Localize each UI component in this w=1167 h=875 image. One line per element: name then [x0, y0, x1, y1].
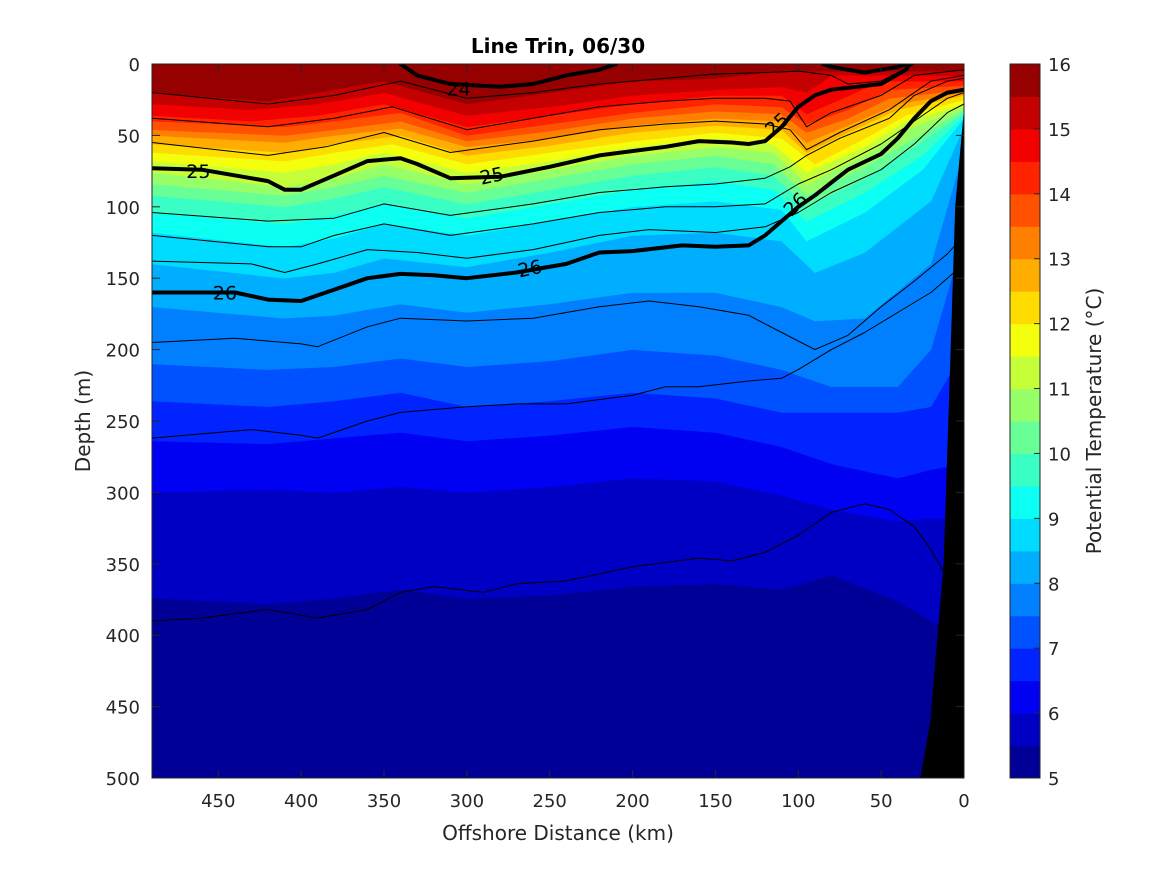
colorbar-swatch — [1010, 453, 1040, 487]
colorbar-swatch — [1010, 550, 1040, 584]
colorbar-swatch — [1010, 680, 1040, 714]
contour-label: 25 — [478, 163, 506, 190]
x-tick-label: 350 — [367, 791, 401, 812]
colorbar-swatch — [1010, 258, 1040, 292]
colorbar-tick-label: 16 — [1048, 55, 1071, 76]
colorbar-swatch — [1010, 193, 1040, 227]
colorbar-tick-label: 14 — [1048, 185, 1071, 206]
temperature-fill-layer — [152, 64, 964, 778]
density-contour — [152, 103, 964, 273]
density-contour-bold — [398, 64, 618, 89]
colorbar-tick-label: 9 — [1048, 509, 1059, 530]
density-contour-bold — [152, 87, 964, 303]
colorbar-frame — [1009, 63, 1041, 779]
colorbar-swatch — [1010, 356, 1040, 390]
colorbar-ticks: 5 6 7 8 9 10 11 12 13 14 15 16 — [1034, 55, 1071, 790]
density-contour — [152, 64, 915, 105]
colorbar-label: Potential Temperature (°C) — [1082, 288, 1106, 555]
y-tick-label: 150 — [106, 269, 140, 290]
colorbar-swatch — [1010, 485, 1040, 519]
colorbar-tick-label: 6 — [1048, 704, 1059, 725]
x-tick-label: 300 — [450, 791, 484, 812]
seafloor-bathymetry — [920, 64, 964, 778]
colorbar-tick-label: 12 — [1048, 315, 1071, 336]
y-tick-label: 350 — [106, 555, 140, 576]
colorbar-swatch — [1010, 323, 1040, 357]
colorbar-swatch — [1010, 161, 1040, 195]
colorbar-tick-label: 10 — [1048, 444, 1071, 465]
colorbar-swatch — [1010, 648, 1040, 682]
density-contour — [152, 77, 964, 222]
chart-title: Line Trin, 06/30 — [471, 34, 645, 58]
density-contour-bold — [152, 64, 912, 192]
colorbar-tick-label: 7 — [1048, 639, 1059, 660]
contour-label: 25 — [186, 161, 210, 183]
colorbar-swatch — [1010, 421, 1040, 454]
contour-label: 26 — [516, 256, 544, 283]
colorbar-tick-label: 5 — [1048, 769, 1059, 790]
density-contour — [152, 92, 964, 248]
density-contour — [152, 69, 964, 131]
x-tick-label: 150 — [698, 791, 732, 812]
density-contour-bold — [821, 64, 908, 75]
contour-label-group: 25 — [186, 161, 210, 183]
x-axis-label: Offshore Distance (km) — [442, 821, 674, 845]
density-contour — [152, 503, 964, 622]
y-tick-label: 450 — [106, 698, 140, 719]
contour-label-group: 26 — [516, 256, 544, 283]
y-tick-label: 500 — [106, 769, 140, 790]
colorbar-swatch — [1010, 226, 1040, 260]
x-tick-label: 100 — [781, 791, 815, 812]
colorbar-tick-label: 11 — [1048, 380, 1071, 401]
colorbar-tick-label: 13 — [1048, 250, 1071, 271]
x-axis-ticks: 450 400 350 300 250 200 150 100 50 0 — [201, 64, 970, 812]
colorbar-swatch — [1010, 518, 1040, 552]
y-tick-label: 300 — [106, 483, 140, 504]
y-tick-label: 200 — [106, 341, 140, 362]
y-tick-label: 0 — [129, 55, 140, 76]
x-tick-label: 250 — [533, 791, 567, 812]
y-tick-label: 400 — [106, 626, 140, 647]
colorbar-swatch — [1010, 713, 1040, 747]
y-axis-label: Depth (m) — [71, 370, 95, 472]
x-tick-label: 0 — [958, 791, 969, 812]
colorbar-swatch — [1010, 96, 1040, 130]
density-contour — [152, 234, 964, 351]
contour-label-group: 24 — [447, 78, 471, 100]
colorbar-swatch — [1010, 745, 1040, 779]
x-tick-label: 50 — [870, 791, 893, 812]
bathymetry-layer — [920, 64, 964, 778]
x-tick-label: 200 — [615, 791, 649, 812]
colorbar-swatch — [1010, 128, 1040, 162]
contour-label-group: 25 — [478, 163, 506, 190]
colorbar-swatch — [1010, 583, 1040, 617]
colorbar-tick-label: 15 — [1048, 120, 1071, 141]
y-tick-label: 100 — [106, 198, 140, 219]
y-axis-ticks: 0 50 100 150 200 250 300 350 400 450 500 — [106, 55, 964, 790]
y-tick-label: 250 — [106, 412, 140, 433]
x-tick-label: 450 — [201, 791, 235, 812]
contour-label: 26 — [213, 283, 237, 305]
density-contour — [152, 263, 964, 439]
colorbar-swatch — [1010, 64, 1040, 97]
x-tick-label: 400 — [284, 791, 318, 812]
colorbar-swatch — [1010, 615, 1040, 649]
colorbar-swatches — [1010, 64, 1040, 779]
colorbar-swatch — [1010, 291, 1040, 325]
colorbar-swatch — [1010, 388, 1040, 422]
contour-label: 24 — [447, 78, 471, 100]
colorbar: 5 6 7 8 9 10 11 12 13 14 15 16 Potential Temperatur… — [1009, 55, 1106, 790]
y-tick-label: 50 — [117, 126, 140, 147]
colorbar-tick-label: 8 — [1048, 574, 1059, 595]
contour-label-group: 26 — [213, 283, 237, 305]
density-contour — [152, 74, 964, 156]
density-contour-layer — [152, 64, 964, 622]
